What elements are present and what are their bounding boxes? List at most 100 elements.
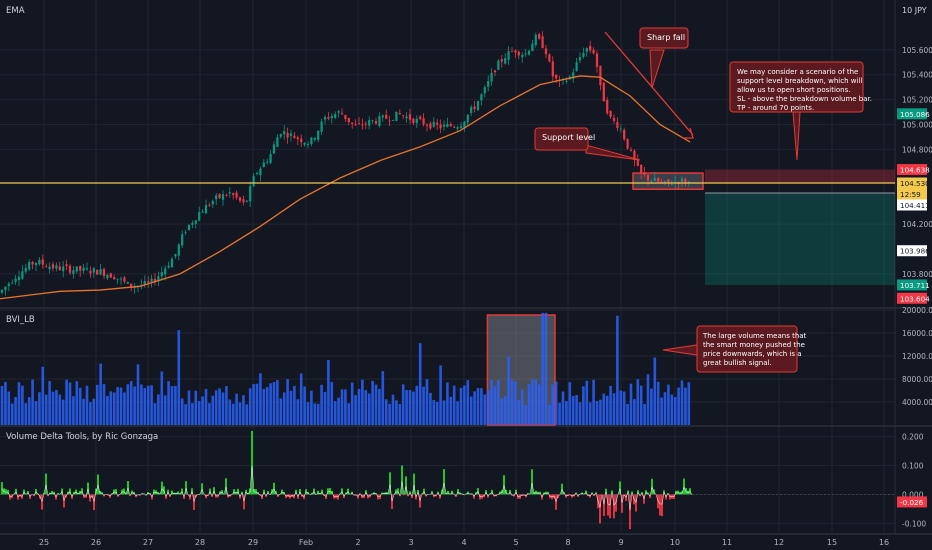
candle-body — [606, 99, 609, 114]
scenario-callout[interactable]: We may consider a scenario of thesupport… — [729, 61, 872, 113]
price-badge[interactable]: 12:59 — [897, 188, 927, 200]
bvi-indicator-label[interactable]: BVI_LB — [6, 315, 35, 325]
candle-body — [164, 268, 167, 275]
candle-body — [34, 262, 38, 266]
candle-body — [436, 122, 439, 125]
candle-body — [354, 124, 357, 126]
price-badge[interactable]: 105.086 — [897, 108, 930, 120]
time-axis[interactable]: 25 26 27 28 29 Feb 2 3 4 5 8 9 10 11 12 15 16 — [39, 538, 889, 547]
volume-bar — [656, 381, 660, 425]
volume-bar — [78, 387, 82, 425]
volume-bar — [208, 403, 211, 425]
candle-body — [340, 113, 344, 115]
volume-bar — [248, 388, 252, 425]
time-tick-label: Feb — [299, 538, 313, 547]
price-badge[interactable]: 103.711 — [897, 279, 930, 291]
price-badge[interactable]: 103.986 — [897, 245, 930, 257]
delta-indicator-label[interactable]: Volume Delta Tools, by Ric Gonzaga — [6, 432, 158, 442]
price-badge[interactable]: 104.530 — [897, 177, 930, 189]
volume-bar — [340, 389, 344, 425]
time-tick-label: 10 — [670, 538, 680, 547]
candle-body — [589, 45, 592, 51]
candle-body — [425, 124, 429, 126]
volume-bar — [568, 382, 572, 425]
price-badge[interactable]: 104.638 — [897, 164, 930, 176]
candle-body — [204, 204, 208, 214]
volume-bar — [163, 395, 167, 425]
volume-bar — [361, 379, 364, 425]
candle-body — [31, 261, 34, 265]
axis-top-label: 10 JPY — [902, 6, 927, 15]
ema-indicator-label[interactable]: EMA — [6, 6, 25, 16]
delta-bar — [225, 478, 227, 495]
candle-body — [653, 177, 656, 181]
candle-body — [619, 128, 622, 130]
delta-pane[interactable] — [0, 430, 895, 530]
price-pane[interactable]: Sharp fall Support level We may consider a… — [0, 27, 895, 356]
candle-body — [191, 222, 194, 225]
candle-body — [442, 124, 446, 127]
volume-bar — [446, 382, 449, 425]
delta-badge[interactable]: -0.026 — [897, 496, 927, 508]
volume-bar — [106, 395, 109, 425]
candle-body — [388, 120, 391, 122]
candle-body — [453, 126, 456, 128]
volume-bar — [323, 391, 327, 425]
delta-bar — [161, 481, 163, 495]
price-axis[interactable]: 105.600 105.400 105.200 105.000 104.800 104.2… — [897, 46, 932, 529]
sharp-fall-callout[interactable]: Sharp fall — [639, 27, 689, 49]
price-badge[interactable]: 103.604 — [897, 292, 930, 304]
volume-bar — [408, 390, 412, 425]
delta-bar — [611, 490, 613, 495]
volume-bar — [99, 363, 102, 425]
delta-badge-bg — [897, 496, 927, 508]
candle-body — [640, 164, 643, 174]
volume-bar — [129, 381, 133, 425]
candle-body — [174, 254, 177, 257]
volume-bar — [622, 391, 626, 425]
scenario-callout-text: TP - around 70 points. — [736, 104, 814, 112]
candle-body — [585, 47, 588, 52]
volume-bar — [391, 394, 395, 425]
volume-bar — [571, 395, 575, 425]
candle-body — [99, 269, 102, 275]
candle-body — [215, 195, 218, 200]
annotation-callouts[interactable]: Sharp fall Support level We may consider a… — [534, 27, 872, 151]
candle-body — [58, 266, 61, 271]
volume-bar — [143, 388, 147, 425]
volume-bar — [112, 392, 116, 425]
candle-body — [310, 137, 313, 145]
candle-body — [493, 70, 497, 73]
delta-bar — [631, 491, 633, 495]
volume-bar — [303, 386, 306, 425]
price-badge[interactable]: 104.411 — [897, 199, 930, 211]
volume-bar — [544, 312, 548, 425]
volume-bar — [252, 384, 255, 425]
candle-body — [317, 130, 320, 140]
volume-bar — [395, 400, 398, 425]
volume-bar — [180, 398, 184, 425]
candle-body — [612, 117, 616, 121]
candle-body — [680, 178, 684, 183]
candle-body — [538, 34, 541, 39]
candle-body — [555, 74, 558, 79]
candle-body — [660, 181, 663, 183]
candle-body — [82, 267, 85, 271]
volume-bar — [0, 385, 4, 425]
candle-body — [72, 270, 75, 275]
delta-bar — [615, 494, 617, 512]
volume-bar — [177, 330, 181, 425]
candle-body — [201, 211, 204, 213]
support-level-callout[interactable]: Support level — [534, 127, 595, 151]
volume-bar — [680, 380, 684, 425]
time-tick-label: 28 — [195, 538, 205, 547]
volume-bar — [616, 315, 619, 425]
volume-bar — [548, 404, 551, 425]
candle-body — [106, 274, 109, 279]
volume-bar — [204, 388, 208, 425]
volume-bar — [24, 403, 28, 425]
volume-bar — [187, 390, 191, 425]
